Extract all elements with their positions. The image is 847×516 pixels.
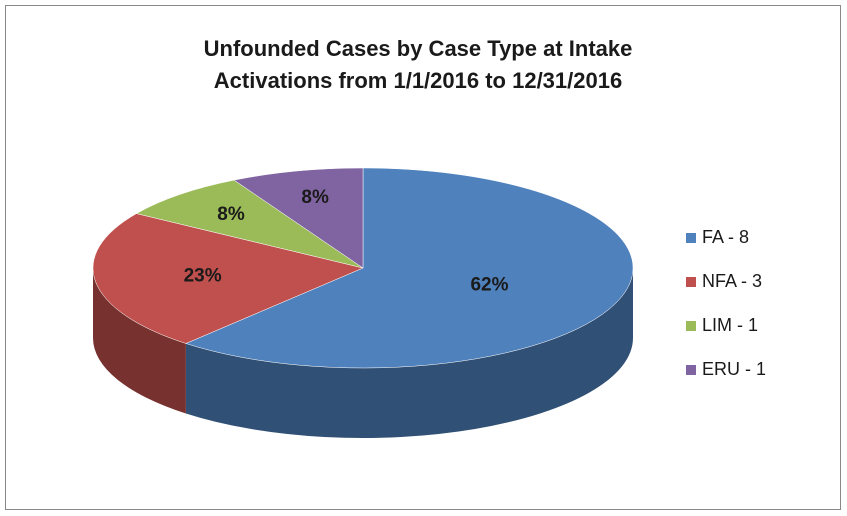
pie-slice — [185, 167, 634, 369]
legend-label: ERU - 1 — [702, 359, 766, 379]
data-label: 23% — [184, 265, 222, 286]
data-label: 8% — [217, 204, 245, 225]
chart-subtitle: Activations from 1/1/2016 to 12/31/2016 — [214, 68, 622, 93]
legend-swatch — [686, 365, 696, 375]
legend-label: LIM - 1 — [702, 315, 758, 335]
legend-swatch — [686, 277, 696, 287]
legend-label: FA - 8 — [702, 227, 749, 247]
legend-label: NFA - 3 — [702, 271, 762, 291]
legend-swatch — [686, 233, 696, 243]
pie-slice — [233, 167, 364, 269]
pie-slice — [135, 179, 364, 269]
data-label: 62% — [470, 275, 508, 296]
pie-slice-side — [185, 268, 633, 438]
data-label: 8% — [301, 187, 329, 208]
pie-slice-side — [93, 268, 186, 414]
legend-swatch — [686, 321, 696, 331]
pie-slice — [92, 213, 364, 344]
chart-title: Unfounded Cases by Case Type at Intake — [204, 36, 633, 61]
